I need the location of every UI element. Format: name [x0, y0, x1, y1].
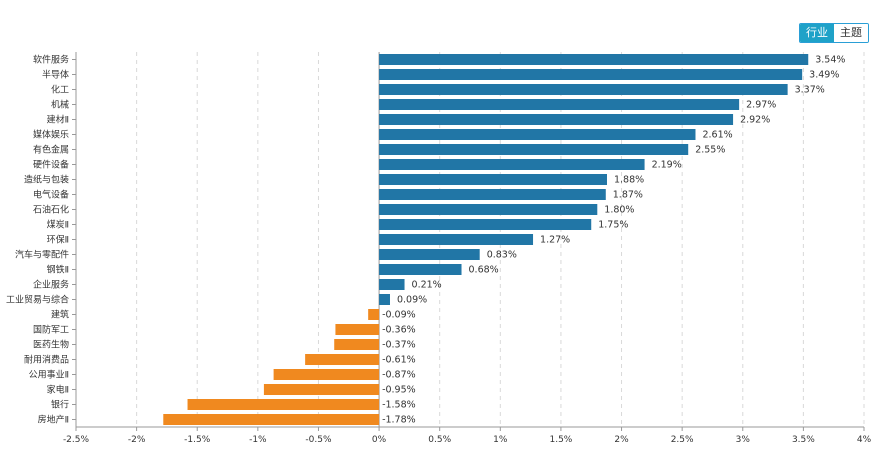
category-label: 石油石化	[33, 204, 69, 216]
bar	[379, 114, 734, 125]
category-label: 媒体娱乐	[33, 129, 69, 141]
value-label: 1.75%	[598, 220, 628, 231]
category-label: 汽车与零配件	[15, 249, 69, 261]
category-toggle[interactable]: 行业 主题	[799, 23, 869, 43]
bar	[379, 249, 480, 260]
value-label: -0.36%	[382, 325, 416, 336]
category-label: 环保Ⅱ	[47, 234, 69, 246]
value-label: 3.54%	[815, 55, 845, 66]
value-label: -0.95%	[382, 385, 416, 396]
bar	[379, 204, 598, 215]
x-tick-label: -0.5%	[305, 435, 332, 445]
bar	[379, 264, 462, 275]
category-label: 医药生物	[33, 339, 69, 351]
x-tick-label: -2%	[128, 435, 146, 445]
value-label: -1.58%	[382, 400, 416, 411]
value-label: -0.87%	[382, 370, 416, 381]
category-label: 房地产Ⅱ	[38, 414, 69, 426]
bar	[305, 354, 380, 365]
value-label: 0.09%	[397, 295, 427, 306]
x-tick-label: 1.5%	[549, 435, 572, 445]
category-label: 钢铁Ⅱ	[47, 264, 69, 276]
bar	[368, 309, 380, 320]
category-label: 建材Ⅱ	[47, 114, 69, 126]
x-tick-label: 2.5%	[671, 435, 694, 445]
bar	[163, 414, 380, 425]
bar	[379, 294, 390, 305]
bar	[379, 234, 534, 245]
bar	[379, 99, 740, 110]
x-tick-label: 3.5%	[792, 435, 815, 445]
value-label: 1.27%	[540, 235, 570, 246]
value-label: 1.80%	[604, 205, 634, 216]
category-label: 家电Ⅱ	[47, 384, 69, 396]
bar	[379, 129, 696, 140]
industry-tab[interactable]: 行业	[800, 24, 834, 42]
x-tick-label: 4%	[857, 435, 872, 445]
bar	[379, 174, 607, 185]
value-label: 2.19%	[652, 160, 682, 171]
theme-tab[interactable]: 主题	[834, 24, 868, 42]
value-label: 1.87%	[613, 190, 643, 201]
value-label: 1.88%	[614, 175, 644, 186]
bar	[379, 84, 788, 95]
value-label: 2.55%	[695, 145, 725, 156]
bar	[334, 339, 380, 350]
category-label: 硬件设备	[33, 159, 69, 171]
bar	[379, 54, 809, 65]
category-label: 半导体	[42, 69, 69, 81]
bar	[379, 189, 606, 200]
x-tick-label: -2.5%	[63, 435, 90, 445]
category-label: 企业服务	[33, 279, 69, 291]
value-label: -0.09%	[382, 310, 416, 321]
value-label: -0.61%	[382, 355, 416, 366]
category-label: 软件服务	[33, 54, 69, 66]
x-tick-label: 1%	[493, 435, 508, 445]
bar	[379, 144, 689, 155]
value-label: -0.37%	[382, 340, 416, 351]
x-tick-label: 2%	[614, 435, 629, 445]
category-label: 机械	[51, 99, 69, 111]
bar	[379, 219, 592, 230]
x-tick-label: 3%	[736, 435, 751, 445]
bar	[379, 159, 645, 170]
category-label: 建筑	[51, 309, 69, 321]
category-label: 耐用消费品	[24, 354, 69, 366]
x-tick-label: 0.5%	[428, 435, 451, 445]
value-label: 0.68%	[469, 265, 499, 276]
value-label: 0.83%	[487, 250, 517, 261]
category-label: 造纸与包装	[24, 174, 69, 186]
value-label: 2.61%	[702, 130, 732, 141]
value-label: 2.97%	[746, 100, 776, 111]
category-label: 银行	[51, 399, 69, 411]
bar	[379, 69, 803, 80]
category-label: 化工	[51, 84, 69, 96]
x-tick-label: -1.5%	[184, 435, 211, 445]
category-label: 公用事业Ⅱ	[29, 369, 69, 381]
category-label: 煤炭Ⅱ	[47, 219, 69, 231]
bar	[379, 279, 405, 290]
bar	[263, 384, 380, 395]
category-label: 有色金属	[33, 144, 69, 156]
value-label: -1.78%	[382, 415, 416, 426]
category-label: 国防军工	[33, 324, 69, 336]
category-label: 工业贸易与综合	[6, 294, 69, 306]
bar	[187, 399, 380, 410]
x-tick-label: -1%	[249, 435, 267, 445]
value-label: 3.37%	[795, 85, 825, 96]
category-label: 电气设备	[33, 189, 69, 201]
value-label: 2.92%	[740, 115, 770, 126]
x-tick-label: 0%	[372, 435, 387, 445]
value-label: 0.21%	[412, 280, 442, 291]
bar	[335, 324, 380, 335]
value-label: 3.49%	[809, 70, 839, 81]
bar	[273, 369, 380, 380]
